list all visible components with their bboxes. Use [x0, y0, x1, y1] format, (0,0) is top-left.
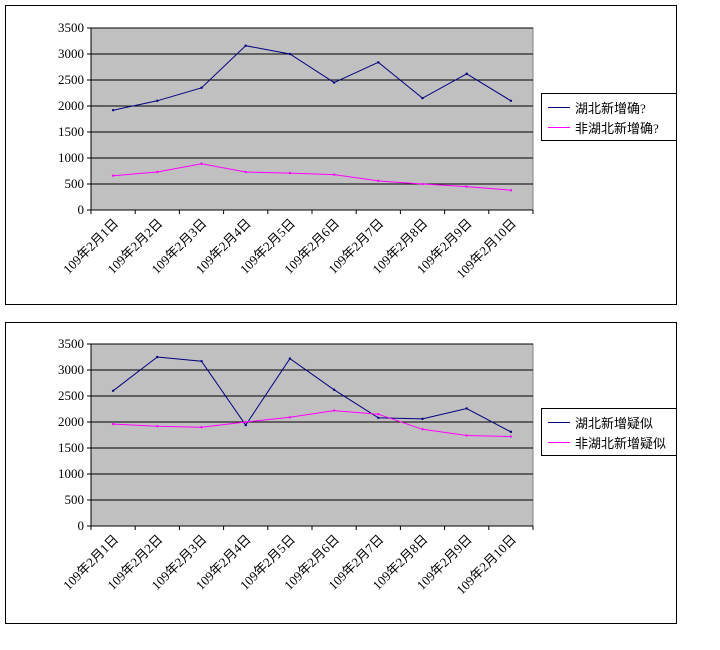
legend-swatch	[548, 421, 570, 423]
data-point	[509, 99, 513, 103]
chart-legend: 湖北新增确? 非湖北新增确?	[541, 93, 677, 141]
legend-item: 湖北新增疑似	[548, 412, 670, 432]
data-point	[200, 359, 203, 363]
data-point	[332, 81, 336, 84]
data-point	[200, 426, 203, 429]
data-point	[509, 189, 513, 192]
legend-swatch	[548, 126, 570, 128]
series-line	[112, 356, 512, 433]
confirmed-line-chart: 0500100015002000250030003500109年2月1日109年…	[58, 20, 534, 281]
series-line	[112, 45, 512, 111]
data-point	[332, 173, 336, 176]
data-point	[465, 185, 468, 188]
y-tick-label: 1500	[58, 124, 84, 139]
legend-label: 湖北新增确?	[575, 100, 646, 116]
data-point	[421, 182, 424, 186]
data-point	[200, 86, 203, 90]
data-point	[377, 61, 380, 64]
series-line	[113, 163, 511, 191]
data-point	[244, 170, 247, 174]
legend-item: 湖北新增确?	[548, 97, 670, 117]
data-point	[288, 171, 292, 175]
data-point	[156, 355, 159, 359]
data-point	[465, 407, 468, 410]
data-point	[377, 413, 380, 416]
data-point	[156, 99, 159, 103]
data-point	[244, 44, 247, 47]
data-point	[156, 424, 159, 428]
data-point	[421, 428, 424, 431]
y-tick-label: 1500	[58, 440, 84, 455]
legend-swatch	[548, 106, 570, 108]
legend-item: 非湖北新增疑似	[548, 432, 670, 452]
y-tick-label: 2500	[58, 388, 84, 403]
y-tick-label: 0	[78, 518, 85, 533]
data-point	[244, 420, 247, 424]
data-point	[244, 423, 247, 427]
data-point	[288, 416, 292, 419]
data-point	[111, 174, 115, 177]
data-point	[111, 422, 115, 426]
legend-swatch	[548, 441, 570, 443]
legend-label: 非湖北新增疑似	[575, 435, 667, 451]
data-point	[332, 409, 336, 412]
legend-label: 非湖北新增确?	[575, 120, 659, 136]
data-point	[111, 389, 115, 392]
y-tick-label: 3000	[58, 46, 84, 61]
data-point	[288, 52, 292, 56]
data-point	[332, 388, 336, 391]
data-point	[377, 416, 380, 420]
y-tick-label: 500	[65, 176, 85, 191]
chart-panel-confirmed: 0 500 1000 1500 2000 2500 3000 3500 109年2月1日 109年…	[5, 5, 677, 305]
chart-panel-suspected: 0 500 1000 1500 2000 2500 3000 3500 109年2月1日 109年…	[5, 322, 677, 624]
y-tick-label: 2000	[58, 98, 84, 113]
y-tick-label: 1000	[58, 466, 84, 481]
data-point	[156, 170, 159, 174]
y-tick-label: 2500	[58, 72, 84, 87]
y-tick-label: 500	[65, 492, 85, 507]
y-tick-label: 1000	[58, 150, 84, 165]
y-tick-label: 2000	[58, 414, 84, 429]
data-point	[200, 162, 203, 165]
chart-legend: 湖北新增疑似 非湖北新增疑似	[541, 408, 677, 456]
data-point	[377, 179, 380, 183]
data-point	[465, 72, 468, 75]
y-tick-label: 0	[78, 202, 85, 217]
data-point	[421, 97, 424, 100]
y-tick-label: 3500	[58, 20, 84, 35]
y-tick-label: 3500	[58, 336, 84, 351]
data-point	[509, 435, 513, 438]
data-point	[465, 434, 468, 437]
data-point	[111, 108, 115, 112]
y-tick-label: 3000	[58, 362, 84, 377]
series-line	[113, 410, 511, 438]
suspected-line-chart: 0500100015002000250030003500109年2月1日109年…	[58, 336, 534, 597]
legend-item: 非湖北新增确?	[548, 117, 670, 137]
plot-area	[90, 27, 534, 211]
legend-label: 湖北新增疑似	[575, 415, 654, 431]
data-point	[509, 430, 513, 434]
data-point	[288, 357, 292, 360]
data-point	[421, 417, 424, 421]
